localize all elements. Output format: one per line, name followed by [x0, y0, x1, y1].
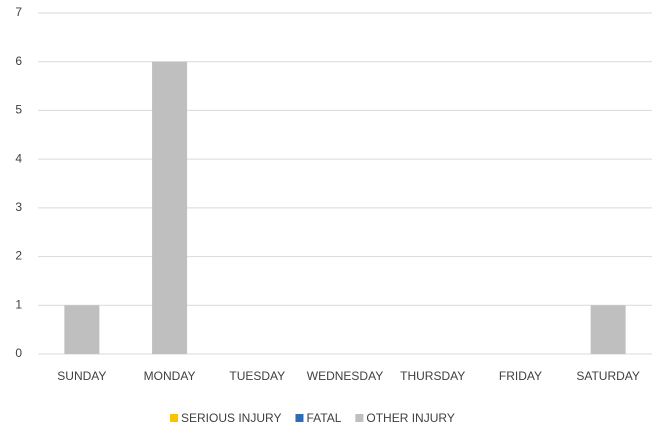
- x-tick-label: SUNDAY: [57, 369, 106, 383]
- y-tick-label: 5: [15, 103, 22, 117]
- x-tick-label: FRIDAY: [499, 369, 542, 383]
- x-tick-label: TUESDAY: [229, 369, 285, 383]
- legend-swatch: [170, 414, 178, 422]
- legend-label: OTHER INJURY: [366, 411, 454, 425]
- y-tick-label: 2: [15, 249, 22, 263]
- bar-segment: [152, 61, 188, 354]
- x-tick-label: SATURDAY: [576, 369, 640, 383]
- y-tick-label: 7: [15, 5, 22, 19]
- y-tick-label: 6: [15, 54, 22, 68]
- bar-segment: [64, 305, 100, 354]
- y-tick-label: 1: [15, 297, 22, 311]
- legend-label: SERIOUS INJURY: [181, 411, 281, 425]
- y-tick-label: 3: [15, 200, 22, 214]
- x-tick-label: MONDAY: [144, 369, 196, 383]
- legend-swatch: [295, 414, 304, 422]
- bar-segment: [590, 305, 626, 354]
- y-tick-label: 4: [15, 151, 22, 165]
- x-tick-label: THURSDAY: [400, 369, 465, 383]
- x-tick-label: WEDNESDAY: [307, 369, 383, 383]
- legend-swatch: [355, 414, 364, 422]
- y-tick-label: 0: [15, 346, 22, 360]
- legend-label: FATAL: [306, 411, 341, 425]
